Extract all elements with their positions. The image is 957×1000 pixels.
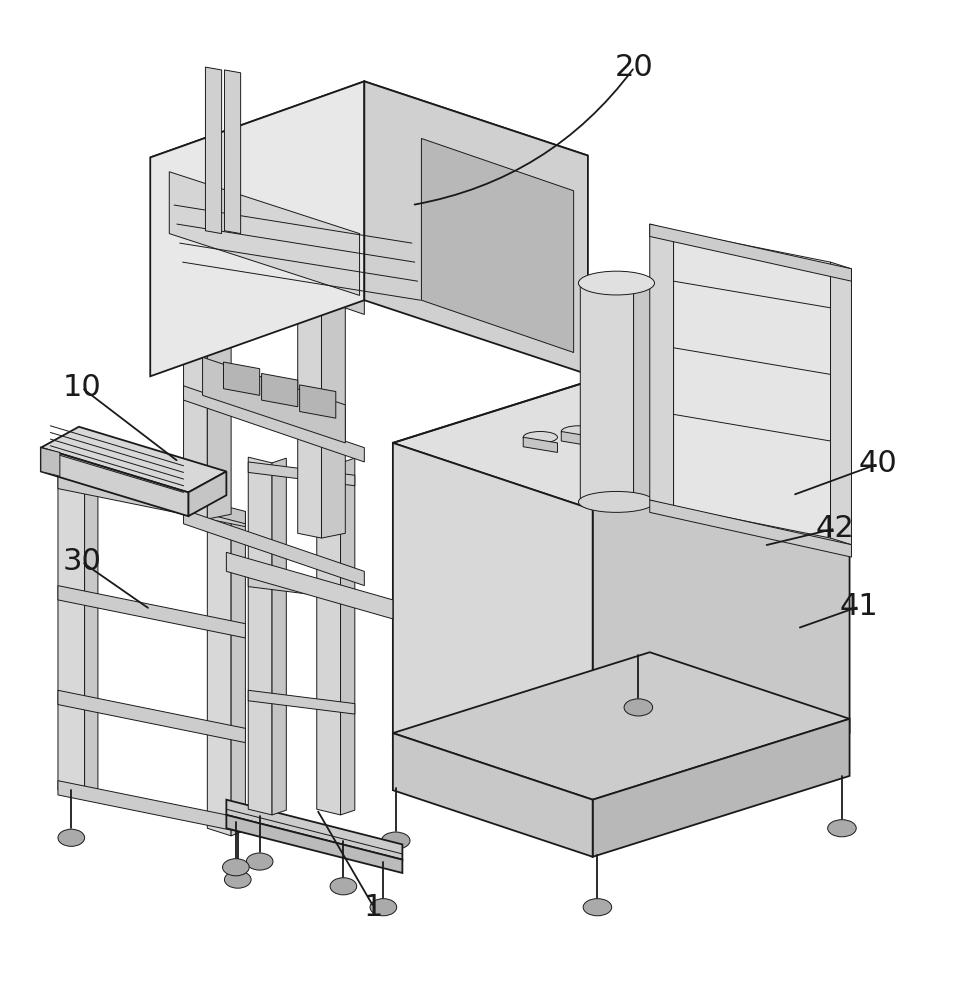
Polygon shape — [225, 70, 240, 234]
Polygon shape — [650, 224, 674, 507]
Ellipse shape — [561, 426, 595, 437]
Ellipse shape — [58, 829, 84, 846]
Polygon shape — [169, 172, 360, 295]
Polygon shape — [208, 238, 232, 519]
Polygon shape — [592, 429, 850, 814]
Polygon shape — [561, 431, 595, 447]
Polygon shape — [594, 427, 629, 442]
Polygon shape — [300, 385, 336, 418]
Polygon shape — [298, 262, 322, 538]
Polygon shape — [421, 138, 573, 353]
Polygon shape — [41, 427, 227, 492]
Polygon shape — [261, 373, 298, 407]
Polygon shape — [84, 473, 98, 798]
Polygon shape — [41, 448, 189, 516]
Ellipse shape — [370, 899, 396, 916]
Polygon shape — [248, 690, 355, 714]
Polygon shape — [184, 238, 208, 519]
Text: 40: 40 — [858, 449, 898, 478]
Polygon shape — [208, 510, 232, 836]
Ellipse shape — [330, 878, 357, 895]
Polygon shape — [150, 81, 365, 376]
Polygon shape — [580, 281, 634, 508]
Polygon shape — [58, 474, 245, 527]
Polygon shape — [58, 781, 245, 833]
Ellipse shape — [523, 431, 558, 443]
Polygon shape — [184, 386, 365, 462]
Polygon shape — [98, 473, 245, 524]
Polygon shape — [650, 224, 852, 281]
Ellipse shape — [583, 899, 612, 916]
Polygon shape — [272, 458, 286, 815]
Polygon shape — [248, 576, 355, 600]
Polygon shape — [224, 362, 259, 395]
Text: 20: 20 — [615, 53, 654, 82]
Polygon shape — [393, 362, 850, 510]
Polygon shape — [592, 719, 850, 857]
Polygon shape — [365, 81, 588, 374]
Ellipse shape — [246, 853, 273, 870]
Polygon shape — [58, 690, 245, 743]
Polygon shape — [322, 262, 345, 538]
Ellipse shape — [382, 832, 410, 849]
Polygon shape — [150, 81, 588, 232]
Polygon shape — [650, 500, 852, 557]
Polygon shape — [189, 471, 227, 516]
Polygon shape — [206, 67, 222, 234]
Polygon shape — [184, 238, 365, 314]
Polygon shape — [634, 282, 653, 508]
Text: 41: 41 — [839, 592, 879, 621]
Ellipse shape — [594, 421, 629, 432]
Polygon shape — [184, 510, 365, 586]
Text: 1: 1 — [365, 893, 384, 922]
Polygon shape — [227, 800, 402, 860]
Polygon shape — [523, 437, 558, 452]
Polygon shape — [393, 652, 850, 800]
Polygon shape — [58, 471, 84, 798]
Polygon shape — [203, 357, 345, 443]
Polygon shape — [341, 458, 355, 815]
Polygon shape — [393, 443, 592, 814]
Ellipse shape — [578, 491, 655, 512]
Polygon shape — [674, 231, 831, 538]
Polygon shape — [248, 457, 272, 815]
Polygon shape — [317, 457, 341, 815]
Text: 42: 42 — [816, 514, 855, 543]
Ellipse shape — [828, 820, 857, 837]
Polygon shape — [227, 815, 402, 873]
Ellipse shape — [578, 271, 655, 295]
Text: 10: 10 — [62, 373, 101, 402]
Polygon shape — [41, 448, 60, 476]
Text: 30: 30 — [62, 547, 101, 576]
Polygon shape — [831, 262, 852, 545]
Ellipse shape — [223, 859, 249, 876]
Polygon shape — [393, 733, 592, 857]
Polygon shape — [232, 511, 245, 836]
Polygon shape — [248, 462, 355, 486]
Polygon shape — [58, 586, 245, 638]
Ellipse shape — [225, 871, 251, 888]
Ellipse shape — [624, 699, 653, 716]
Polygon shape — [227, 552, 393, 619]
